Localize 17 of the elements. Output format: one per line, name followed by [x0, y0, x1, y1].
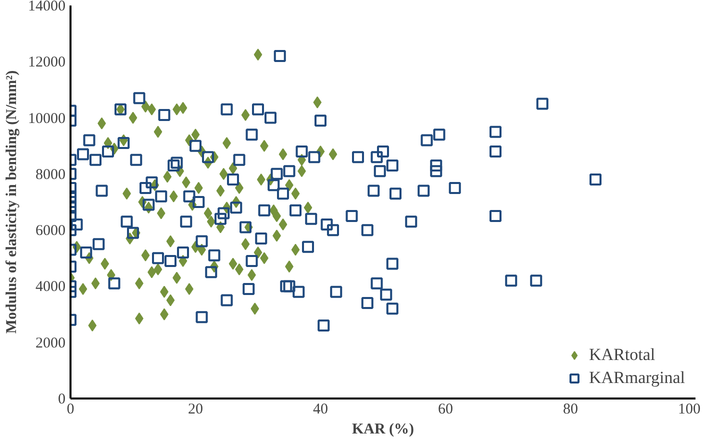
y-tick-label: 8000: [36, 166, 66, 183]
legend-label: KARmarginal: [588, 368, 685, 388]
y-tick-label: 12000: [28, 54, 66, 71]
x-tick-label: 40: [313, 402, 328, 418]
y-tick-label: 2000: [36, 335, 66, 352]
legend-label: KARtotal: [588, 345, 656, 365]
y-tick-label: 14000: [28, 0, 66, 14]
x-tick-label: 20: [188, 402, 203, 418]
y-axis-title: Modulus of elasticity in bending (N/mm²): [4, 70, 20, 334]
y-tick-label: 0: [58, 392, 66, 408]
y-tick-label: 6000: [36, 223, 66, 240]
x-axis-title: KAR (%): [352, 422, 414, 438]
x-tick-label: 60: [438, 402, 453, 418]
x-tick-label: 100: [678, 402, 700, 418]
x-tick-label: 80: [563, 402, 578, 418]
y-tick-label: 4000: [36, 279, 66, 296]
y-tick-label: 10000: [28, 110, 66, 127]
